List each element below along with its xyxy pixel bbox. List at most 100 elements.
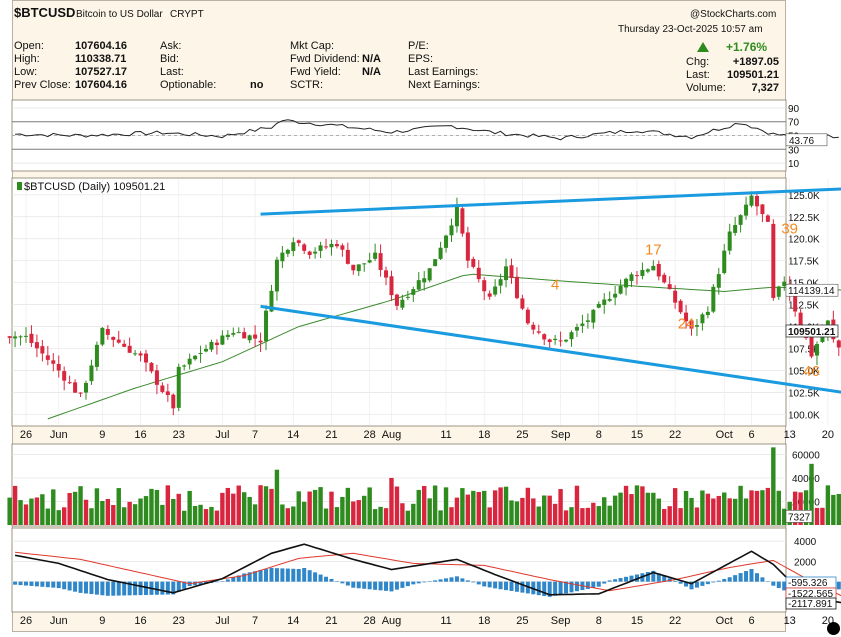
- volume-bar: [509, 500, 514, 525]
- volume-bar: [285, 508, 291, 525]
- volume-bar: [214, 510, 220, 525]
- candle-body: [367, 260, 372, 263]
- macd-panel: [11, 527, 787, 613]
- candle-body: [389, 276, 394, 296]
- volume-bar: [394, 486, 400, 525]
- price-tick-label: 122.5K: [788, 213, 820, 224]
- candle-body: [307, 251, 312, 255]
- volume-bar: [716, 495, 721, 525]
- macd-hist-bar: [482, 581, 487, 587]
- candle-body: [160, 385, 165, 392]
- volume-bar: [471, 490, 476, 525]
- volume-bar: [765, 487, 771, 525]
- candle-body: [258, 340, 263, 343]
- macd-hist-bar: [313, 572, 318, 582]
- volume-bar: [574, 485, 580, 525]
- macd-hist-bar: [564, 581, 569, 594]
- candle-body: [242, 332, 247, 339]
- candle-body: [127, 345, 132, 353]
- candle-body: [111, 336, 116, 340]
- volume-bar: [454, 497, 460, 525]
- x-axis-label-bottom: 15: [631, 615, 643, 627]
- candle-body: [400, 299, 405, 308]
- candle-body: [302, 244, 307, 251]
- macd-tick-label: 4000: [794, 537, 817, 548]
- volume-bar: [383, 508, 389, 525]
- macd-hist-bar: [264, 569, 269, 582]
- volume-bar: [34, 497, 40, 525]
- volume-bar: [291, 506, 296, 525]
- macd-hist-bar: [367, 581, 372, 590]
- candle-body: [220, 335, 225, 345]
- macd-hist-bar: [94, 581, 99, 595]
- macd-hist-bar: [591, 581, 596, 588]
- macd-hist-bar: [171, 581, 176, 595]
- x-axis-label: 11: [440, 429, 451, 441]
- volume-bar: [591, 502, 596, 525]
- x-axis-label-bottom: 16: [134, 615, 146, 627]
- macd-hist-bar: [29, 581, 34, 586]
- volume-bar: [192, 506, 198, 525]
- volume-bar: [727, 498, 732, 525]
- candle-body: [553, 338, 558, 341]
- volume-bar: [94, 488, 100, 525]
- candle-body: [585, 320, 590, 322]
- volume-bar: [651, 492, 656, 525]
- candle-body: [116, 339, 121, 343]
- macd-hist-bar: [400, 581, 405, 588]
- candle-body: [105, 328, 110, 335]
- volume-bar: [405, 510, 411, 525]
- macd-hist-bar: [722, 578, 727, 582]
- quote-mid-value: no: [250, 79, 264, 91]
- macd-hist-bar: [24, 581, 28, 586]
- macd-hist-bar: [160, 581, 165, 595]
- volume-bar: [165, 485, 171, 525]
- macd-hist-bar: [100, 581, 105, 596]
- candle-body: [334, 243, 339, 247]
- macd-hist-bar: [67, 581, 72, 591]
- macd-hist-bar: [465, 580, 470, 582]
- volume-bar: [220, 492, 225, 525]
- volume-bar: [705, 493, 711, 525]
- volume-bar: [372, 509, 378, 525]
- volume-bar: [411, 503, 416, 525]
- candle-body: [531, 324, 536, 330]
- macd-hist-bar: [362, 581, 367, 589]
- volume-bar: [143, 496, 149, 525]
- volume-bar: [831, 494, 836, 525]
- volume-bar: [160, 504, 165, 525]
- volume-bar: [111, 505, 116, 525]
- x-axis-label-bottom: 26: [20, 615, 32, 627]
- volume-bar: [269, 488, 274, 525]
- last-label: Last:: [686, 69, 710, 81]
- macd-hist-bar: [133, 581, 138, 596]
- volume-bar: [645, 492, 651, 525]
- macd-hist-bar: [782, 581, 787, 591]
- candle-body: [733, 225, 738, 233]
- symbol-label: $BTCUSD: [14, 5, 76, 20]
- volume-bar: [460, 488, 465, 525]
- quote-left-label: Low:: [14, 66, 38, 78]
- macd-hist-bar: [678, 581, 683, 584]
- candle-body: [29, 333, 34, 344]
- candle-body: [580, 323, 585, 326]
- x-axis-label: 16: [134, 429, 146, 441]
- macd-hist-bar: [105, 581, 110, 596]
- macd-hist-bar: [291, 568, 296, 582]
- candle-body: [133, 353, 138, 355]
- x-axis-label-bottom: 9: [99, 615, 105, 627]
- macd-hist-bar: [51, 581, 56, 588]
- candle-body: [122, 343, 127, 347]
- macd-hist-bar: [651, 570, 656, 582]
- quote-mid-label: Bid:: [160, 53, 179, 65]
- corner-dot-icon: [827, 622, 840, 635]
- candle-body: [449, 225, 454, 236]
- macd-hist-bar: [307, 570, 312, 582]
- volume-bar: [252, 504, 258, 525]
- price-panel: [11, 177, 787, 427]
- volume-bar: [345, 487, 351, 525]
- macd-hist-bar: [509, 581, 514, 591]
- quote-left-value: 110338.71: [75, 53, 127, 65]
- candle-body: [356, 264, 361, 272]
- volume-bar: [18, 500, 23, 525]
